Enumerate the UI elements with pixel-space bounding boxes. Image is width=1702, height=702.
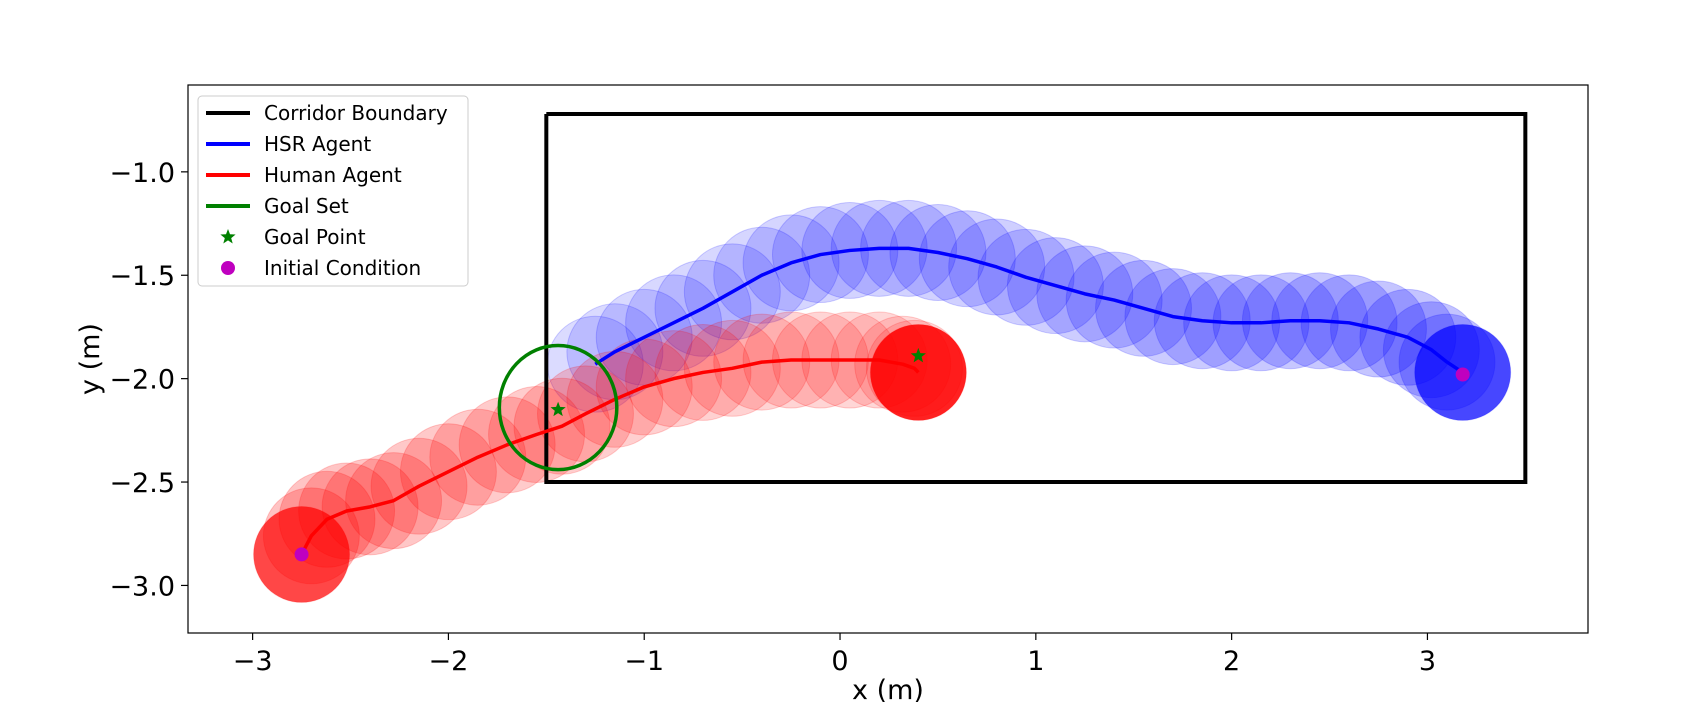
legend-swatch-dot: [221, 261, 235, 275]
y-tick-label: −1.5: [109, 261, 175, 292]
corridor-layer: [544, 111, 1528, 485]
y-tick-label: −2.5: [109, 468, 175, 499]
human-trajectory-line: [300, 358, 920, 556]
goal-set-ellipse: [497, 343, 619, 472]
legend-label: Human Agent: [264, 163, 402, 187]
legend-label: Goal Set: [264, 194, 349, 218]
goal-layer: [497, 343, 926, 472]
x-tick-label: −2: [429, 646, 469, 677]
y-tick-label: −1.0: [109, 158, 175, 189]
trajectory-lines: [300, 246, 1464, 556]
plot-frame: [187, 84, 1589, 634]
x-axis-label: x (m): [852, 675, 924, 702]
x-tick-label: 2: [1223, 646, 1240, 677]
initial-condition-dot-0: [294, 547, 309, 562]
y-tick-label: −3.0: [109, 571, 175, 602]
legend-label: Goal Point: [264, 225, 366, 249]
legend-swatch-star: [220, 229, 236, 244]
legend: Corridor Boundary HSR Agent Human Agent Goa…: [197, 95, 469, 287]
legend-label: Initial Condition: [264, 256, 421, 280]
x-tick-label: 1: [1027, 646, 1044, 677]
legend-box: [197, 95, 469, 287]
x-axis: −3 −2 −1 0 1 2 3: [233, 633, 1436, 677]
y-axis-label: y (m): [75, 323, 106, 395]
legend-label: HSR Agent: [264, 132, 371, 156]
hsr-trajectory-line: [594, 246, 1464, 374]
marker-layer: [294, 367, 1470, 562]
y-tick-label: −2.0: [109, 365, 175, 396]
goal-point-star-1: [910, 347, 926, 363]
corridor-boundary: [544, 111, 1528, 485]
legend-items: Corridor Boundary HSR Agent Human Agent Goa…: [206, 101, 448, 280]
goal-point-star-0: [550, 401, 566, 417]
legend-label: Corridor Boundary: [264, 101, 448, 125]
x-tick-label: −3: [233, 646, 273, 677]
y-axis: −1.0 −1.5 −2.0 −2.5 −3.0: [109, 158, 188, 602]
initial-condition-dot-1: [1455, 367, 1470, 382]
x-tick-label: 3: [1419, 646, 1436, 677]
x-tick-label: −1: [624, 646, 664, 677]
x-tick-label: 0: [831, 646, 848, 677]
plot-area: [253, 111, 1528, 603]
